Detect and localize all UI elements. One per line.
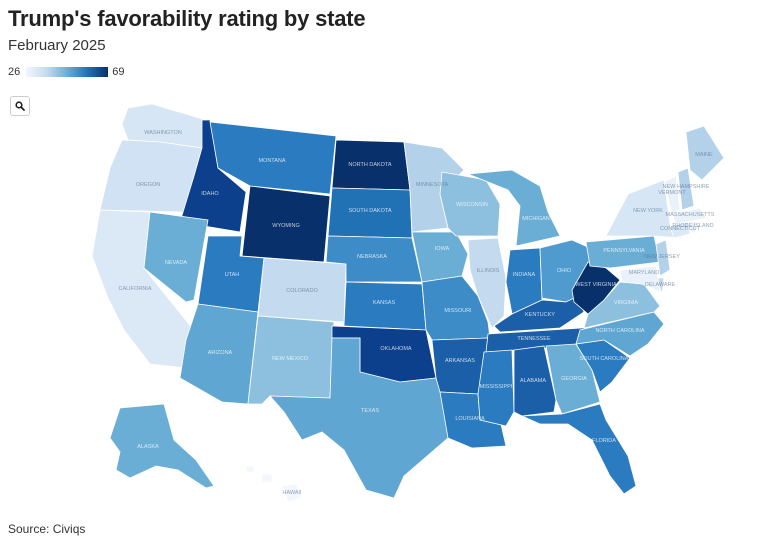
- state-label-alabama: ALABAMA: [520, 378, 546, 384]
- state-label-georgia: GEORGIA: [561, 376, 587, 382]
- state-vermont[interactable]: [663, 175, 681, 215]
- state-mississippi[interactable]: [477, 349, 515, 427]
- state-label-montana: MONTANA: [258, 158, 285, 164]
- state-label-washington: WASHINGTON: [144, 130, 182, 136]
- state-nevada[interactable]: [143, 211, 209, 303]
- state-label-new-mexico: NEW MEXICO: [272, 356, 309, 362]
- state-label-oklahoma: OKLAHOMA: [380, 346, 412, 352]
- state-alabama[interactable]: [513, 345, 557, 417]
- state-label-kentucky: KENTUCKY: [525, 312, 555, 318]
- state-label-new-jersey: NEW JERSEY: [644, 254, 680, 260]
- state-new-jersey[interactable]: [655, 239, 671, 277]
- state-label-louisiana: LOUISIANA: [455, 416, 485, 422]
- state-label-massachusetts: MASSACHUSETTS: [666, 212, 715, 218]
- chart-subtitle: February 2025: [8, 37, 106, 54]
- state-label-florida: FLORIDA: [592, 438, 616, 444]
- state-label-hawaii: HAWAII: [282, 490, 302, 496]
- state-new-york[interactable]: [605, 179, 683, 239]
- state-label-connecticut: CONNECTICUT: [660, 226, 701, 232]
- state-label-illinois: ILLINOIS: [477, 268, 500, 274]
- state-alaska[interactable]: [109, 403, 215, 489]
- state-florida[interactable]: [521, 403, 637, 495]
- state-wisconsin[interactable]: [439, 171, 501, 237]
- color-legend: 26 69: [8, 65, 125, 79]
- state-label-arizona: ARIZONA: [208, 350, 233, 356]
- state-label-idaho: IDAHO: [201, 191, 219, 197]
- state-label-wyoming: WYOMING: [272, 223, 300, 229]
- state-label-rhode-island: RHODE ISLAND: [672, 223, 713, 229]
- state-connecticut[interactable]: [669, 221, 691, 239]
- state-north-carolina[interactable]: [575, 311, 665, 357]
- state-label-north-dakota: NORTH DAKOTA: [348, 162, 392, 168]
- state-label-vermont: VERMONT: [658, 190, 686, 196]
- state-michigan[interactable]: [467, 169, 561, 247]
- state-label-nebraska: NEBRASKA: [357, 254, 387, 260]
- state-label-utah: UTAH: [225, 272, 240, 278]
- state-kansas[interactable]: [343, 281, 427, 331]
- state-label-arkansas: ARKANSAS: [445, 358, 475, 364]
- legend-gradient-bar: [26, 67, 109, 77]
- state-hawaii[interactable]: [245, 465, 303, 503]
- state-label-virginia: VIRGINIA: [614, 300, 638, 306]
- state-massachusetts[interactable]: [671, 207, 707, 225]
- state-montana[interactable]: [209, 121, 337, 195]
- state-label-pennsylvania: PENNSYLVANIA: [603, 248, 645, 254]
- state-label-alaska: ALASKA: [137, 444, 159, 450]
- state-label-mississippi: MISSISSIPPI: [480, 384, 513, 390]
- state-label-north-carolina: NORTH CAROLINA: [595, 328, 644, 334]
- state-label-missouri: MISSOURI: [444, 308, 472, 314]
- state-label-kansas: KANSAS: [373, 300, 396, 306]
- state-label-south-dakota: SOUTH DAKOTA: [349, 208, 392, 214]
- state-label-south-carolina: SOUTH CAROLINA: [580, 356, 629, 362]
- state-label-new-york: NEW YORK: [633, 208, 663, 214]
- state-maine[interactable]: [685, 125, 725, 181]
- state-label-ohio: OHIO: [557, 268, 572, 274]
- state-label-michigan: MICHIGAN: [522, 216, 550, 222]
- state-illinois[interactable]: [467, 237, 507, 329]
- state-label-west-virginia: WEST VIRGINIA: [575, 282, 617, 288]
- state-maryland[interactable]: [619, 265, 661, 293]
- state-texas[interactable]: [269, 337, 449, 499]
- state-label-wisconsin: WISCONSIN: [456, 202, 488, 208]
- state-missouri[interactable]: [421, 275, 491, 341]
- source-note: Source: Civiqs: [8, 522, 86, 536]
- state-label-delaware: DELAWARE: [645, 282, 676, 288]
- state-label-iowa: IOWA: [435, 246, 450, 252]
- state-arizona[interactable]: [179, 303, 259, 405]
- legend-max-label: 69: [112, 66, 125, 78]
- search-icon: [15, 101, 25, 111]
- state-rhode-island[interactable]: [689, 221, 697, 233]
- state-label-tennessee: TENNESSEE: [517, 336, 551, 342]
- state-pennsylvania[interactable]: [585, 235, 661, 269]
- zoom-button[interactable]: [10, 96, 30, 116]
- state-label-oregon: OREGON: [136, 182, 160, 188]
- state-label-maryland: MARYLAND: [629, 270, 659, 276]
- state-new-hampshire[interactable]: [677, 167, 695, 211]
- state-label-minnesota: MINNESOTA: [416, 182, 449, 188]
- legend-min-label: 26: [8, 66, 21, 78]
- state-label-colorado: COLORADO: [286, 288, 318, 294]
- state-label-maine: MAINE: [695, 152, 713, 158]
- state-label-texas: TEXAS: [361, 408, 379, 414]
- state-label-indiana: INDIANA: [513, 272, 536, 278]
- state-label-california: CALIFORNIA: [118, 286, 151, 292]
- chart-title: Trump's favorability rating by state: [8, 6, 366, 31]
- state-label-new-hampshire: NEW HAMPSHIRE: [662, 184, 709, 190]
- state-label-nevada: NEVADA: [165, 260, 188, 266]
- state-iowa[interactable]: [411, 231, 469, 283]
